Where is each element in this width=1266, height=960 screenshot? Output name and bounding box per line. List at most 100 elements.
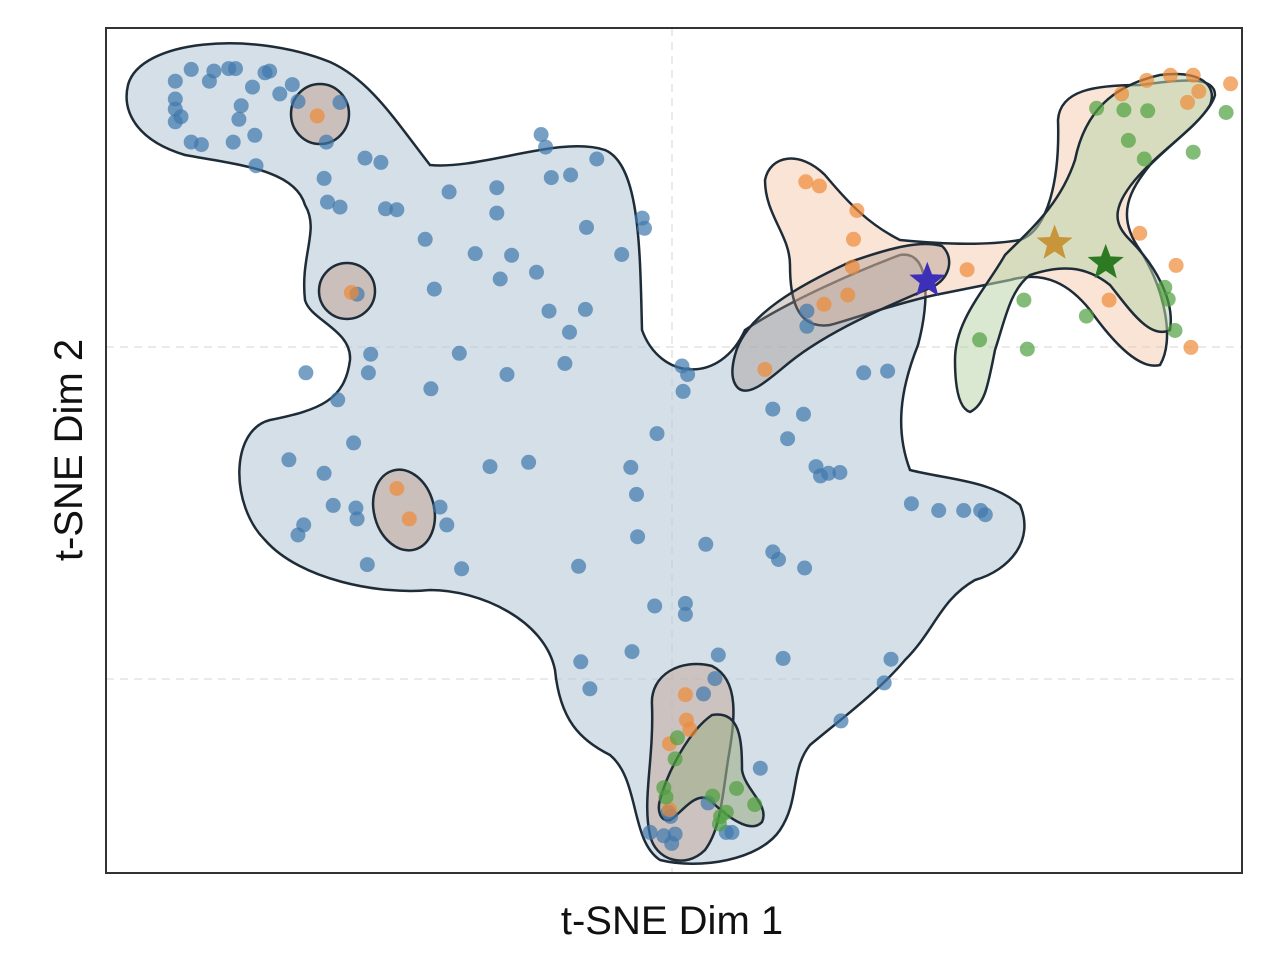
blue-point-5 [167,114,183,130]
blue-point-20 [262,63,278,79]
blue-point-65 [359,557,375,573]
blue-point-113 [664,835,680,851]
blue-point-33 [417,231,433,247]
green-point-18 [658,789,674,805]
blue-point-124 [614,247,630,262]
blue-point-25 [332,94,348,110]
star-marker-1 [909,261,946,296]
blue-point-12 [228,61,243,77]
blue-point-45 [451,345,467,361]
blue-point-82 [710,647,726,663]
orange-point-14 [1168,257,1184,273]
blue-point-127 [363,346,379,362]
blue-point-105 [977,507,993,523]
blue-point-69 [623,459,639,475]
green-point-14 [972,332,988,348]
blue-point-115 [642,824,658,840]
blue-point-26 [320,194,335,210]
blue-point-83 [707,671,723,687]
blue-point-117 [589,151,605,167]
blue-point-21 [272,86,288,102]
blue-point-63 [432,499,448,515]
blue-point-106 [752,760,768,776]
blue-point-62 [521,454,537,470]
orange-point-27 [682,721,698,737]
blue-point-40 [529,264,544,280]
blue-point-70 [649,426,665,442]
blue-point-60 [290,527,306,543]
green-point-9 [1160,291,1176,307]
blue-point-116 [533,127,549,142]
x-axis-label: t-SNE Dim 1 [561,899,783,943]
orange-point-15 [1183,339,1199,355]
orange-point-5 [798,174,814,190]
blue-point-126 [799,318,815,334]
orange-point-21 [1223,76,1239,92]
blue-point-49 [360,365,376,381]
blue-point-52 [330,392,346,408]
orange-point-16 [1114,86,1130,102]
blue-point-91 [832,465,848,480]
blue-point-28 [332,199,348,215]
blue-point-18 [248,158,264,174]
green-point-3 [1120,132,1136,148]
blue-point-39 [492,271,508,287]
blue-point-54 [316,465,332,481]
scatter-points [167,61,1239,851]
orange-point-7 [849,203,865,218]
green-point-22 [711,816,727,832]
blue-point-120 [563,167,579,183]
blue-point-1 [167,73,183,89]
blue-point-17 [247,127,263,143]
star-marker-3 [1087,243,1124,279]
orange-point-20 [1191,83,1207,99]
blue-point-64 [439,517,455,533]
orange-point-12 [757,361,773,377]
blue-point-57 [281,452,297,468]
orange-point-3 [389,481,405,496]
blue-point-58 [325,497,341,513]
blue-point-118 [538,139,554,155]
blue-point-38 [504,247,520,263]
blue-point-103 [956,503,972,518]
blue-point-34 [441,184,457,200]
region-small-low [371,468,437,552]
blue-point-101 [903,496,919,512]
blue-point-8 [193,137,209,153]
plot-frame [105,27,1243,874]
blue-point-90 [821,465,836,481]
orange-point-4 [401,511,417,527]
green-point-6 [1218,105,1234,120]
green-point-1 [1089,100,1105,116]
blue-point-68 [629,486,644,502]
orange-point-22 [1185,67,1201,83]
green-point-16 [667,751,683,767]
orange-point-13 [959,262,975,278]
green-point-15 [669,730,685,746]
blue-point-55 [348,500,364,516]
orange-point-17 [1139,72,1155,88]
orange-point-9 [844,259,860,275]
blue-point-123 [637,220,652,236]
orange-point-2 [343,285,359,300]
green-point-2 [1116,102,1132,118]
blue-point-43 [426,281,442,297]
orange-point-6 [811,178,827,194]
orange-point-23 [1132,225,1148,241]
orange-point-1 [309,108,325,124]
blue-point-66 [454,561,470,577]
green-point-13 [1016,292,1032,308]
blue-point-74 [630,529,646,545]
blue-point-27 [316,170,332,186]
blue-point-67 [571,558,587,574]
blue-point-10 [201,73,217,89]
blue-point-51 [298,365,314,381]
blue-point-98 [876,675,892,691]
green-point-10 [1167,323,1183,338]
green-point-21 [718,804,734,820]
blue-point-77 [677,606,693,622]
green-point-24 [729,781,744,796]
orange-point-18 [1162,67,1178,83]
blue-point-96 [833,713,849,729]
